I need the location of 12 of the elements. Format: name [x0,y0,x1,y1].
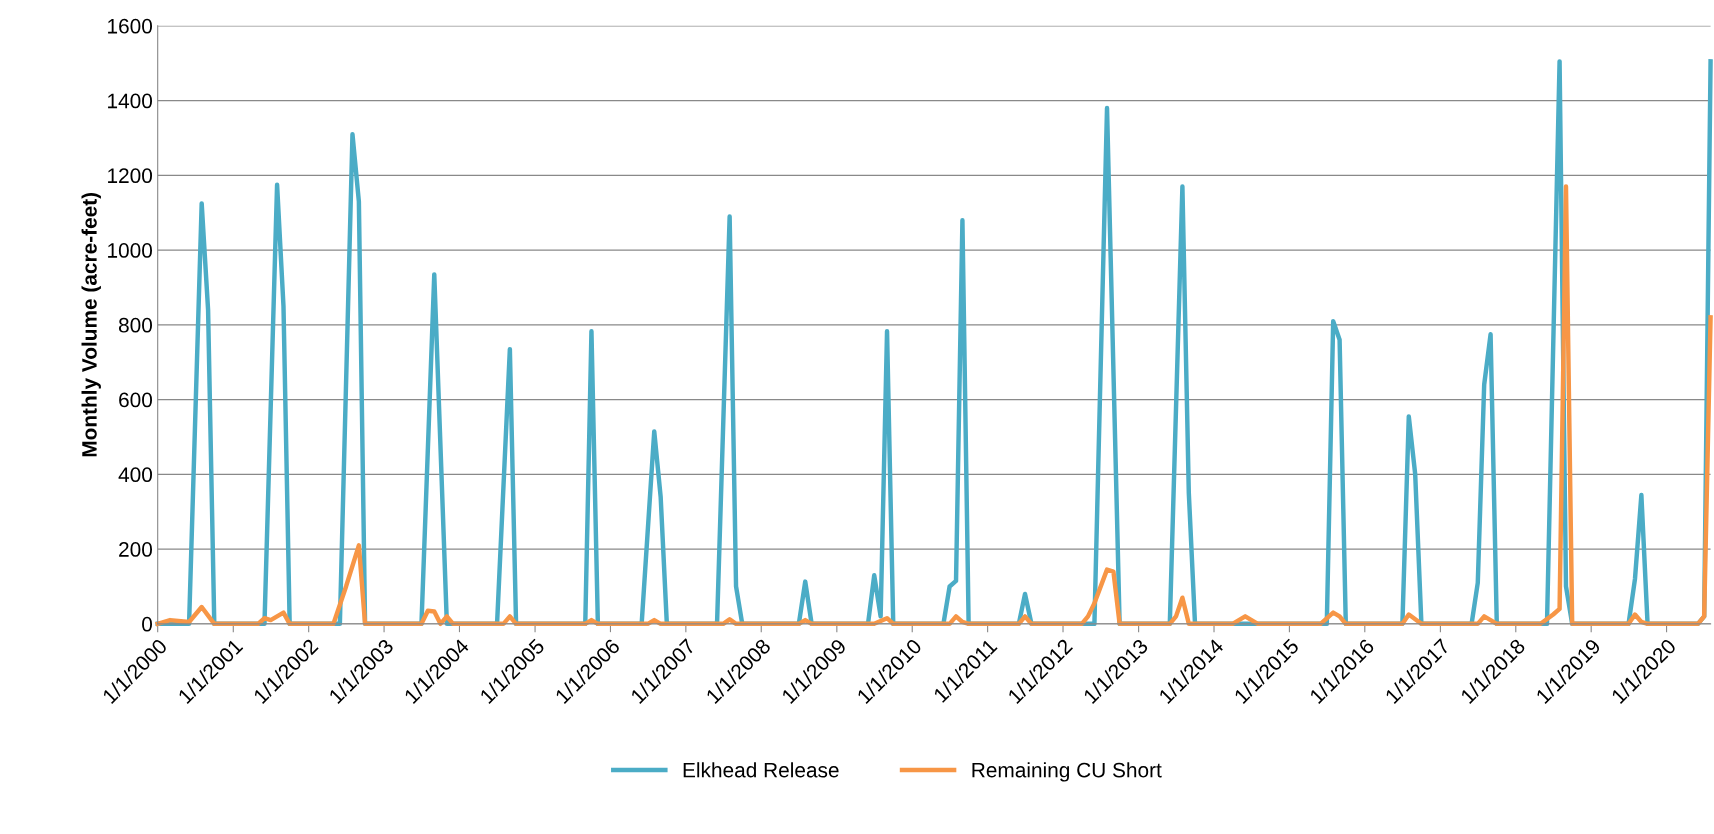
y-tick-label: 0 [142,616,153,632]
y-tick-label: 1000 [108,243,153,258]
y-tick-label: 800 [118,317,153,333]
legend-label: Remaining CU Short [972,762,1162,782]
y-tick-label: 1400 [108,93,153,109]
y-tick-label: 200 [119,542,153,557]
y-tick-label: 400 [118,467,153,483]
y-axis-title: Monthly Volume (acre-feet) [81,192,101,457]
y-tick-label: 1600 [108,18,153,34]
y-tick-label: 600 [119,392,153,408]
legend-label: Elkhead Release [683,762,839,778]
y-tick-label: 1200 [108,168,153,184]
